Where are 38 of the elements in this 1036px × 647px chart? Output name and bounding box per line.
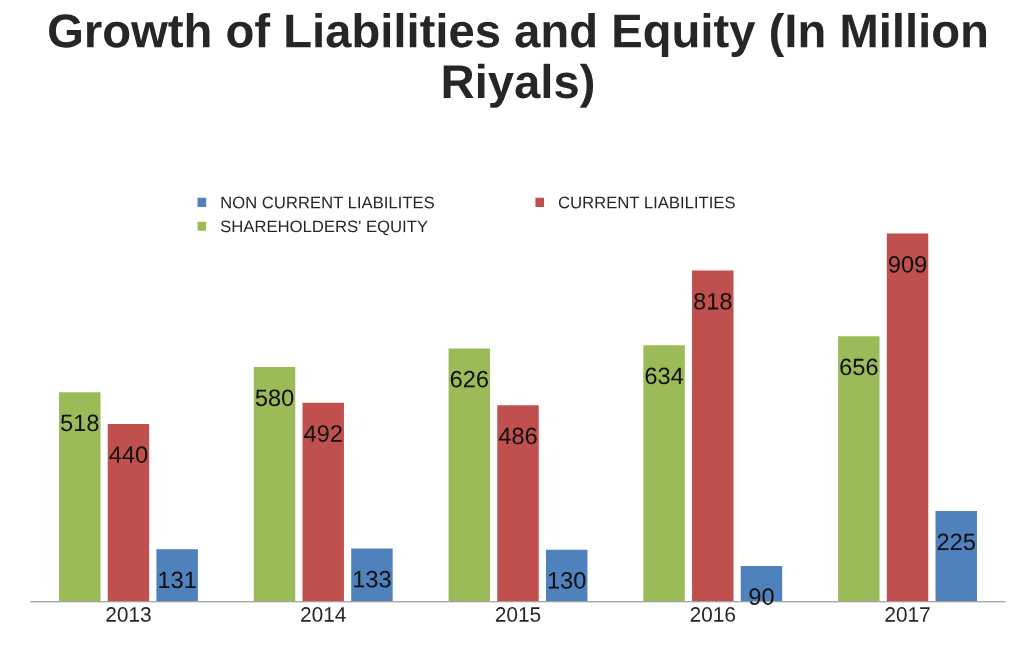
x-tick-label: 2015 [495, 607, 541, 622]
bar [836, 334, 881, 602]
chart-title: Growth of Liabilities and Equity (In Million Riyals) [49, 12, 987, 108]
data-label: 492 [304, 425, 342, 442]
legend-label: CURRENT LIABILITIES [558, 196, 735, 209]
bar [447, 347, 492, 602]
data-label: 909 [888, 255, 927, 273]
data-label: 90 [749, 588, 774, 605]
bar [155, 547, 200, 602]
legend-label: SHAREHOLDERS' EQUITY [220, 220, 428, 236]
data-label: 133 [354, 570, 391, 588]
data-label: 656 [840, 358, 878, 376]
data-label: 440 [109, 446, 148, 463]
data-label: 225 [937, 533, 975, 551]
bar [106, 422, 151, 602]
x-tick-label: 2016 [690, 607, 736, 622]
bar [544, 548, 589, 602]
bar [690, 269, 735, 602]
bar [252, 365, 297, 602]
data-label: 486 [498, 427, 537, 445]
legend-label: NON CURRENT LIABILITES [221, 196, 434, 209]
bar [641, 343, 687, 602]
x-tick-label: 2013 [106, 607, 151, 622]
data-label: 130 [548, 572, 586, 589]
data-label: 634 [645, 367, 684, 385]
bar [301, 401, 346, 602]
bar [885, 232, 930, 602]
bar [349, 547, 395, 602]
x-tick-label: 2017 [885, 607, 930, 622]
data-label: 580 [255, 389, 294, 407]
bar [495, 403, 541, 602]
bar [934, 509, 979, 602]
data-label: 518 [61, 414, 99, 432]
x-tick-label: 2014 [301, 607, 346, 622]
bar [57, 390, 102, 602]
data-label: 818 [694, 292, 732, 310]
data-label: 131 [159, 571, 196, 589]
data-label: 626 [450, 370, 488, 388]
